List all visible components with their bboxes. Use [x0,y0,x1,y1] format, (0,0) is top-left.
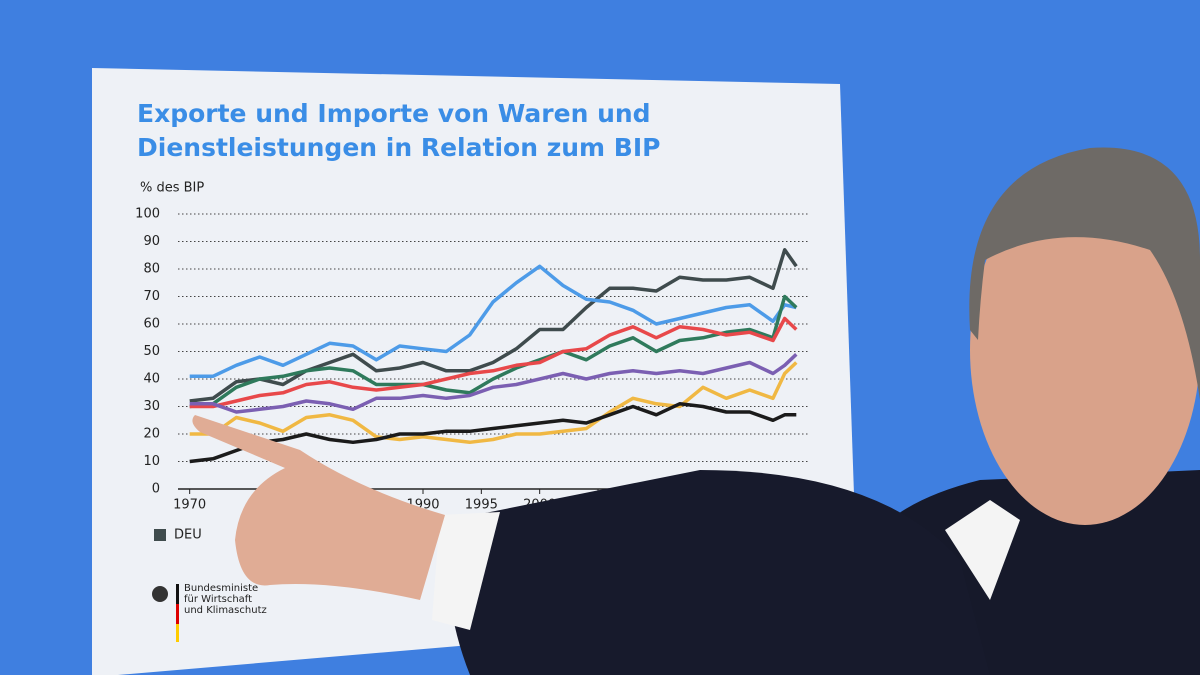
sleeve [447,470,990,675]
y-tick-label: 70 [143,289,160,304]
y-tick-label: 60 [143,317,160,332]
legend-swatch [154,529,166,541]
logo-line: und Klimaschutz [184,605,267,616]
y-tick-label: 20 [143,427,160,442]
head [970,175,1200,525]
chart-title: Exporte und Importe von Waren und Dienst… [137,99,661,162]
y-axis-label: % des BIP [140,181,204,196]
y-tick-label: 40 [143,372,160,387]
series-line [189,402,797,464]
logo-line: für Wirtschaft [184,594,252,605]
series-line [189,353,798,414]
flag-gold [176,624,179,642]
flag-red [176,604,179,624]
y-tick-label: 0 [152,482,160,497]
hair [969,147,1200,400]
y-tick-label: 50 [143,344,160,359]
logo: Bundesministe für Wirtschaft und Klimasc… [152,583,267,642]
y-tick-label: 90 [143,234,160,249]
logo-line: Bundesministe [184,583,258,594]
shirt-cuff [432,512,500,630]
eagle [152,586,168,602]
y-tick-label: 100 [135,207,160,222]
series-line [189,316,798,409]
series-line [189,294,798,409]
x-tick-label: 1970 [173,498,206,513]
person [192,147,1200,675]
y-tick-label: 10 [143,454,160,469]
flag-black [176,584,179,604]
legend-label: DEU [174,528,202,543]
x-tick-label: 1995 [465,498,498,513]
shirt-collar [945,500,1020,600]
series-line [189,264,797,379]
y-tick-label: 80 [143,262,160,277]
y-tick-label: 30 [143,399,160,414]
hand [192,415,445,600]
series-line [189,248,798,403]
series-line [189,361,798,445]
